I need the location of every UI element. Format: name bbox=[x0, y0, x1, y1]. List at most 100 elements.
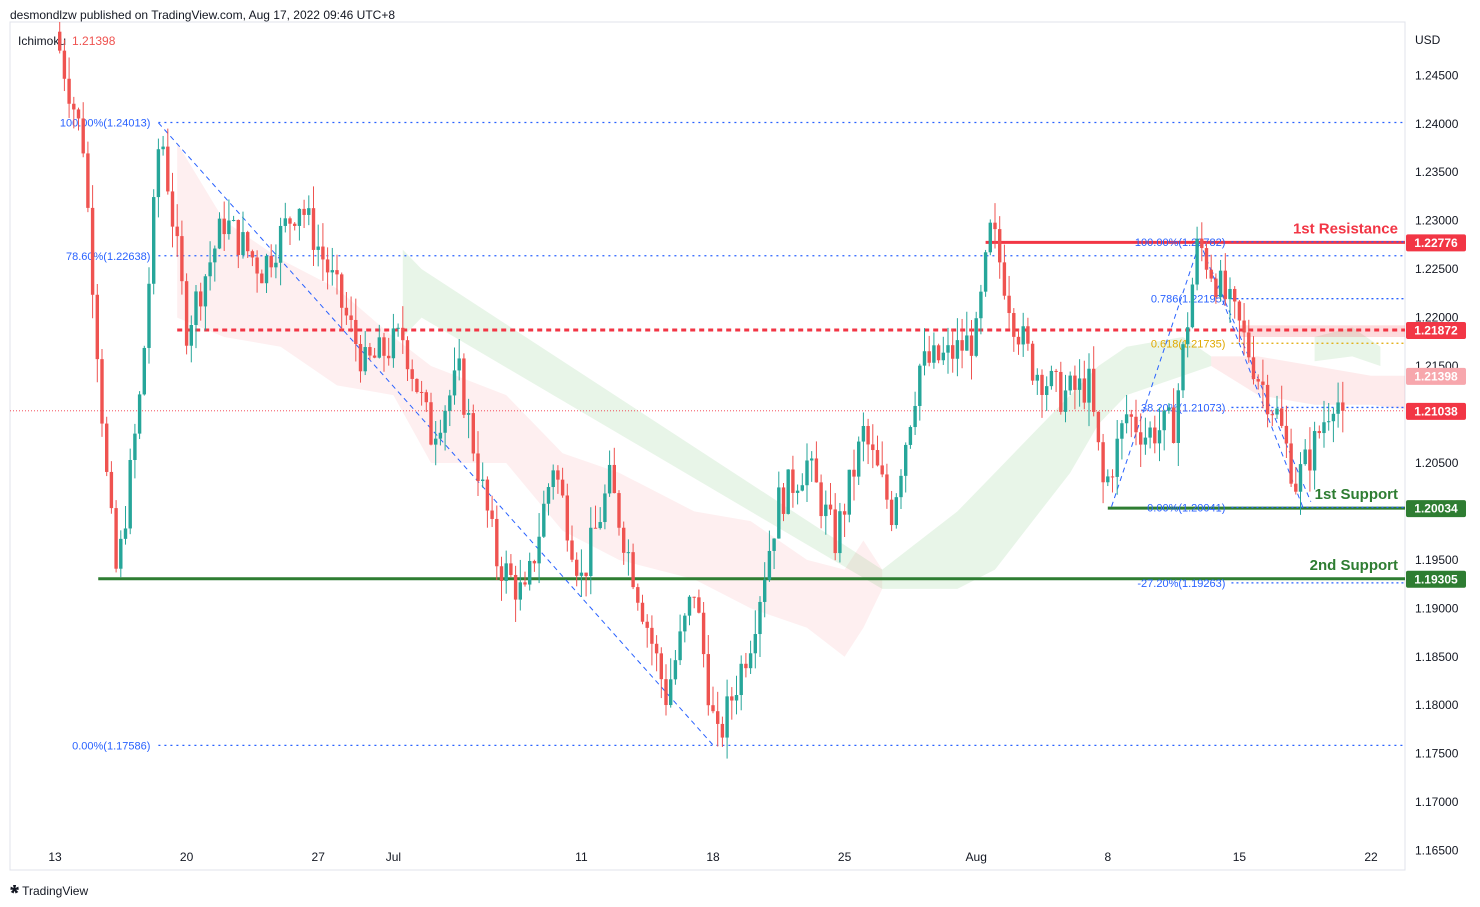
candle-body bbox=[62, 50, 67, 79]
candle-body bbox=[814, 458, 819, 483]
candle-body bbox=[551, 470, 555, 488]
candle-body bbox=[730, 696, 734, 701]
candle-body bbox=[1167, 407, 1171, 411]
price-tag bbox=[1406, 367, 1466, 385]
candle-body bbox=[720, 723, 725, 738]
candle-body bbox=[114, 508, 118, 569]
candle-body bbox=[166, 146, 170, 192]
candle-body bbox=[90, 207, 95, 295]
candle-body bbox=[1284, 425, 1289, 444]
candle-body bbox=[955, 340, 960, 359]
candle-body bbox=[622, 527, 626, 553]
y-tick-label: 1.16500 bbox=[1415, 844, 1459, 858]
candle-body bbox=[838, 511, 842, 554]
candle-body bbox=[1007, 295, 1011, 314]
currency-label: USD bbox=[1415, 33, 1441, 47]
x-tick-label: 15 bbox=[1233, 850, 1247, 864]
candle-body bbox=[222, 218, 226, 235]
candle-body bbox=[556, 470, 560, 480]
candle-body bbox=[857, 441, 861, 477]
candle-body bbox=[974, 318, 978, 356]
candle-body bbox=[612, 464, 616, 494]
candle-body bbox=[1040, 374, 1044, 395]
indicator-name: Ichimoku bbox=[18, 34, 67, 48]
candle-body bbox=[673, 660, 678, 680]
candle-body bbox=[833, 509, 837, 554]
candle-body bbox=[391, 328, 396, 359]
candle-body bbox=[1096, 411, 1101, 443]
y-tick-label: 1.23500 bbox=[1415, 165, 1459, 179]
candle-body bbox=[340, 274, 344, 308]
footer-brand-text: TradingView bbox=[22, 883, 89, 898]
candle-body bbox=[152, 197, 156, 284]
fib-recent-label: 100.00%(1.22782) bbox=[1135, 237, 1226, 249]
candle-body bbox=[1256, 379, 1260, 382]
candle-body bbox=[504, 563, 508, 581]
candle-body bbox=[1092, 368, 1096, 412]
x-tick-label: 22 bbox=[1364, 850, 1378, 864]
x-tick-label: 27 bbox=[312, 850, 326, 864]
x-tick-label: 25 bbox=[838, 850, 852, 864]
candle-body bbox=[86, 153, 90, 208]
candle-body bbox=[777, 487, 781, 539]
candle-body bbox=[1312, 431, 1317, 471]
candle-body bbox=[119, 538, 123, 569]
candle-body bbox=[936, 345, 941, 361]
candle-body bbox=[1322, 422, 1326, 434]
candle-body bbox=[311, 208, 316, 250]
candle-body bbox=[213, 248, 217, 263]
price-tag-label: 1.20034 bbox=[1414, 502, 1458, 516]
candle-body bbox=[1228, 288, 1232, 300]
candle-body bbox=[1059, 371, 1063, 412]
candle-body bbox=[1200, 238, 1204, 249]
candle-body bbox=[1242, 320, 1246, 333]
y-tick-label: 1.24500 bbox=[1415, 68, 1459, 82]
ichimoku-legend[interactable]: Ichimoku 1.21398 bbox=[18, 34, 115, 48]
candle-body bbox=[509, 563, 513, 575]
candle-body bbox=[1331, 413, 1336, 422]
x-tick-label: 20 bbox=[180, 850, 194, 864]
candle-body bbox=[180, 236, 184, 282]
candle-body bbox=[372, 355, 377, 358]
candle-body bbox=[998, 229, 1002, 263]
candle-body bbox=[744, 663, 748, 669]
candle-body bbox=[67, 78, 71, 104]
candle-body bbox=[951, 345, 955, 359]
price-tag-label: 1.21038 bbox=[1414, 404, 1458, 418]
candle-body bbox=[894, 497, 898, 526]
candle-body bbox=[72, 103, 76, 110]
candle-body bbox=[368, 347, 372, 356]
candle-body bbox=[184, 281, 189, 346]
x-tick-label: Aug bbox=[966, 850, 987, 864]
candle-body bbox=[382, 337, 386, 356]
candle-body bbox=[800, 485, 804, 491]
candle-body bbox=[405, 340, 410, 370]
candle-body bbox=[1237, 301, 1242, 321]
candle-body bbox=[363, 347, 367, 372]
candle-body bbox=[758, 601, 762, 635]
candle-body bbox=[377, 337, 381, 358]
candle-body bbox=[1035, 374, 1039, 381]
candle-body bbox=[481, 479, 485, 482]
price-tag bbox=[1406, 234, 1466, 252]
candle-body bbox=[325, 259, 330, 273]
price-tag-label: 1.21398 bbox=[1414, 369, 1458, 383]
footer-brand[interactable]: 🞲 TradingView bbox=[10, 881, 88, 900]
candle-body bbox=[1298, 464, 1303, 492]
candle-body bbox=[81, 118, 85, 154]
candle-body bbox=[979, 291, 983, 319]
candle-body bbox=[1223, 270, 1227, 300]
candle-body bbox=[307, 208, 311, 215]
candle-body bbox=[847, 469, 851, 515]
candle-body bbox=[429, 402, 433, 445]
candle-body bbox=[462, 358, 466, 415]
ichimoku-cloud-bearish bbox=[177, 143, 883, 657]
candle-body bbox=[692, 596, 696, 598]
candle-body bbox=[354, 319, 358, 344]
candle-body bbox=[466, 413, 471, 415]
y-tick-label: 1.24000 bbox=[1415, 117, 1459, 131]
candle-body bbox=[1134, 416, 1138, 433]
candle-body bbox=[401, 327, 405, 341]
candle-body bbox=[725, 696, 729, 738]
